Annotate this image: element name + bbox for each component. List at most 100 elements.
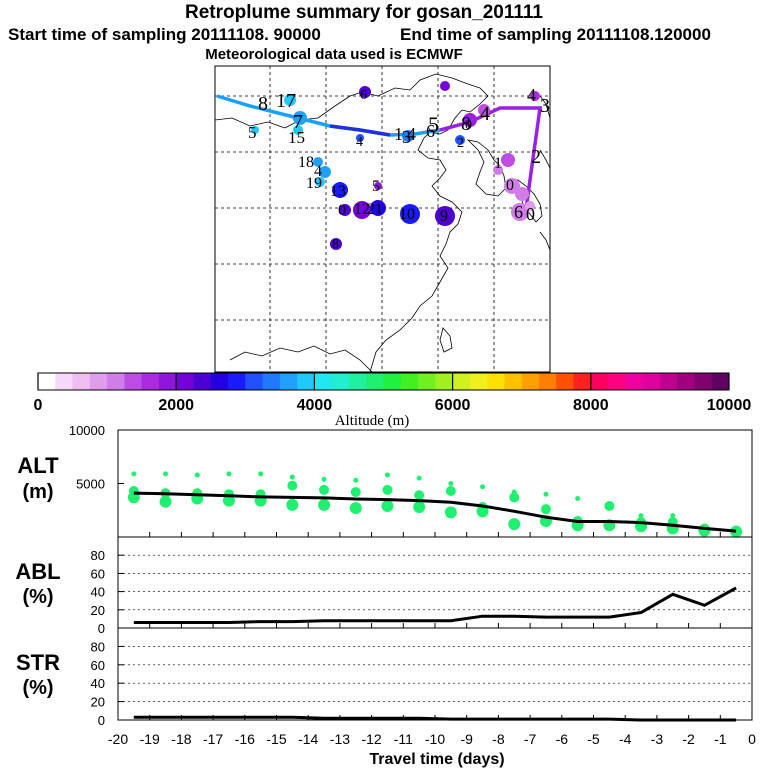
abl-ytick-label: 80 xyxy=(91,548,105,563)
colorbar-swatch xyxy=(521,373,540,390)
plume-particle xyxy=(504,178,520,194)
plume-particles xyxy=(251,81,540,250)
str-ytick-label: 0 xyxy=(98,713,105,728)
map-day-label: 8 xyxy=(332,237,339,252)
colorbar-swatch xyxy=(469,373,488,390)
plume-particle xyxy=(374,182,382,190)
altitude-colorbar: 0 2000 4000 6000 8000 10000 xyxy=(34,372,752,414)
x-tick-label: -10 xyxy=(425,731,445,747)
alt-spread-point xyxy=(258,471,264,477)
abl-ytick-label: 0 xyxy=(98,621,105,636)
alt-spread-point xyxy=(476,505,489,518)
colorbar-swatch xyxy=(262,373,281,390)
colorbar-tick-label: 0 xyxy=(34,397,43,414)
str-ytick-label: 60 xyxy=(91,658,105,673)
colorbar-swatch xyxy=(590,373,609,390)
plume-particle xyxy=(478,104,490,116)
colorbar-swatch xyxy=(642,373,661,390)
colorbar-swatch xyxy=(383,373,402,390)
start-time-label: Start time of sampling 20111108. 90000 xyxy=(8,25,321,44)
time-series-panels: 100005000ALT(m)806040200ABL(%)806040200S… xyxy=(15,423,756,768)
colorbar-swatch xyxy=(608,373,626,390)
alt-spread-point xyxy=(698,524,711,537)
x-tick-label: -20 xyxy=(108,731,128,747)
alt-spread-point xyxy=(448,481,454,486)
map-day-label: 0 xyxy=(465,118,472,133)
alt-spread-point xyxy=(445,485,456,496)
alt-spread-point xyxy=(444,506,457,519)
map-day-label: 8 xyxy=(461,113,471,135)
x-tick-label: -17 xyxy=(203,731,223,747)
str-ytick-label: 40 xyxy=(91,676,105,691)
x-axis-label: Travel time (days) xyxy=(369,751,504,768)
met-data-label: Meteorological data used is ECMWF xyxy=(205,46,463,63)
map-day-label: 0 xyxy=(338,202,346,219)
colorbar-swatch xyxy=(72,373,91,390)
plume-particle xyxy=(501,153,515,167)
alt-ytick-label: 5000 xyxy=(76,477,105,492)
plume-particle xyxy=(435,206,455,226)
colorbar-swatch xyxy=(158,373,177,390)
plume-particle xyxy=(284,94,296,106)
alt-panel-label: ALT xyxy=(17,453,59,478)
x-tick-label: -2 xyxy=(682,731,695,747)
alt-ytick-label: 10000 xyxy=(69,423,105,438)
alt-spread-point xyxy=(381,499,394,512)
colorbar-tick-label: 2000 xyxy=(158,397,194,414)
colorbar-swatch xyxy=(210,373,229,390)
map-day-label: 3 xyxy=(540,95,550,117)
alt-spread-point xyxy=(670,513,676,519)
map-day-label: 2 xyxy=(531,146,541,168)
colorbar-label: Altitude (m) xyxy=(335,413,410,429)
alt-spread-point xyxy=(543,491,549,497)
colorbar-swatch xyxy=(279,373,298,390)
alt-spread-point xyxy=(413,501,426,514)
colorbar-tick-label: 6000 xyxy=(435,397,471,414)
alt-spread-point xyxy=(287,480,298,491)
x-tick-label: -11 xyxy=(394,731,413,747)
alt-spread-point xyxy=(416,475,422,481)
plume-particle xyxy=(400,204,420,224)
alt-spread-point xyxy=(349,502,362,515)
map-day-label: 21 xyxy=(367,201,383,218)
colorbar-swatch xyxy=(711,373,730,390)
coastlines xyxy=(214,73,551,373)
plume-particle xyxy=(319,166,331,178)
map-day-label: 3 xyxy=(402,127,411,147)
x-tick-label: -6 xyxy=(556,731,569,747)
alt-spread-point xyxy=(131,471,137,477)
colorbar-swatch xyxy=(659,373,678,390)
plume-particle xyxy=(525,201,535,211)
alt-spread-point xyxy=(318,498,331,511)
alt-spread-point xyxy=(480,484,486,490)
plume-particle xyxy=(293,125,303,135)
alt-spread-point xyxy=(226,471,232,477)
map-day-label: 5 xyxy=(428,112,439,137)
plume-particle xyxy=(511,203,529,221)
map-day-label: 2 xyxy=(457,136,464,151)
str-series-line xyxy=(133,715,737,722)
abl-frame xyxy=(117,536,753,629)
alt-spread-point xyxy=(319,484,330,495)
colorbar-swatch xyxy=(193,373,212,390)
map-day-label: 18 xyxy=(298,154,314,171)
plume-particle xyxy=(455,135,465,145)
plume-particle xyxy=(359,86,371,98)
map-day-label: 0 xyxy=(526,204,535,224)
colorbar-swatch xyxy=(38,373,56,390)
colorbar-swatch xyxy=(556,373,574,390)
plume-particle xyxy=(515,187,529,201)
plume-particle xyxy=(313,157,323,167)
map-day-label: 1 xyxy=(494,155,502,172)
map-day-label: 15 xyxy=(288,128,305,147)
plume-particle xyxy=(493,165,503,175)
colorbar-swatch xyxy=(573,373,592,390)
x-tick-label: -5 xyxy=(587,731,600,747)
colorbar-swatch xyxy=(124,373,143,390)
plume-particle xyxy=(370,200,386,216)
colorbar-tick-label: 10000 xyxy=(707,397,752,414)
colorbar-tick-label: 8000 xyxy=(573,397,609,414)
alt-spread-point xyxy=(604,500,615,511)
